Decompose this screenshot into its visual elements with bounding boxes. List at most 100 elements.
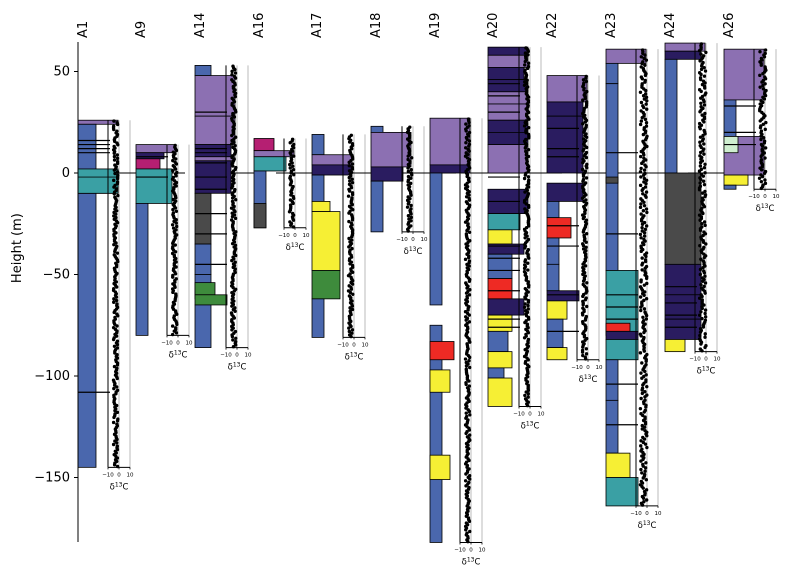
d13c-point <box>229 186 234 190</box>
bed-A14-9 <box>194 294 228 306</box>
d13c-point <box>465 228 469 233</box>
d13c-point <box>467 365 472 370</box>
d13c-point <box>759 63 763 67</box>
d13c-point <box>639 100 644 105</box>
d13c-point <box>581 243 586 248</box>
d13c-point <box>702 99 706 104</box>
bed-A23-7 <box>605 359 619 401</box>
d13c-point <box>698 135 703 139</box>
d13c-point <box>464 472 468 476</box>
d13c-point <box>111 420 116 425</box>
d13c-point <box>350 180 355 185</box>
d13c-point <box>759 179 764 184</box>
section-label-A26: A26 <box>722 13 737 38</box>
d13c-point <box>114 298 119 303</box>
d13c-point <box>698 218 702 222</box>
d13c-point <box>641 464 645 468</box>
section-label-A1: A1 <box>76 21 91 38</box>
d13c-point <box>644 88 648 93</box>
d13c-point <box>523 173 528 177</box>
d13c-tick-label: 10 <box>714 357 721 363</box>
stratigraphic-columns <box>77 42 765 543</box>
d13c-point <box>527 256 531 260</box>
d13c-point <box>645 210 649 215</box>
d13c-point <box>645 384 649 389</box>
d13c-point <box>406 213 411 218</box>
d13c-point <box>698 77 703 82</box>
d13c-tick-label: 10 <box>303 233 310 239</box>
d13c-point <box>288 162 292 167</box>
d13c-point <box>645 99 649 103</box>
d13c-point <box>640 388 644 392</box>
d13c-point <box>112 151 116 155</box>
d13c-point <box>639 396 643 401</box>
d13c-point <box>468 340 472 344</box>
d13c-point <box>584 135 589 140</box>
d13c-point <box>703 308 708 312</box>
d13c-point <box>173 250 178 254</box>
d13c-point <box>758 85 762 89</box>
d13c-point <box>174 174 178 178</box>
d13c-point <box>112 178 116 183</box>
d13c-point <box>758 50 762 54</box>
d13c-point <box>232 289 237 293</box>
d13c-point <box>115 122 120 127</box>
d13c-point <box>643 442 648 446</box>
bed-A22-4 <box>546 201 560 219</box>
d13c-point <box>350 235 354 239</box>
d13c-point <box>524 297 528 301</box>
d13c-point <box>639 305 643 309</box>
d13c-tick-label: 0 <box>586 365 590 371</box>
d13c-point <box>698 243 702 248</box>
d13c-point <box>523 236 527 240</box>
bed-A17-4 <box>311 201 331 212</box>
bed-A19-5 <box>429 369 451 393</box>
d13c-point <box>698 140 702 144</box>
d13c-point <box>464 364 469 368</box>
d13c-point <box>289 223 293 227</box>
section-label-A24: A24 <box>663 13 678 38</box>
d13c-point <box>522 336 527 340</box>
d13c-point <box>526 303 530 308</box>
d13c-point <box>639 55 644 59</box>
bed-A26-2 <box>723 136 765 176</box>
d13c-point <box>171 290 175 295</box>
d13c-point <box>111 442 116 447</box>
d13c-point <box>115 363 120 367</box>
d13c-point <box>170 223 175 227</box>
d13c-point <box>641 192 645 196</box>
bed-A20-20 <box>487 377 513 407</box>
d13c-point <box>464 195 469 199</box>
d13c-point <box>171 158 175 163</box>
bed-A23-8 <box>605 399 619 454</box>
d13c-point <box>581 160 585 165</box>
bed-A20-19 <box>487 367 505 379</box>
d13c-point <box>701 179 706 183</box>
d13c-axis-label: δ13C <box>228 362 247 373</box>
section-label-A17: A17 <box>310 13 325 38</box>
d13c-point <box>581 216 586 221</box>
d13c-point <box>112 158 117 162</box>
d13c-point <box>703 81 707 85</box>
d13c-point <box>585 304 589 309</box>
d13c-point <box>580 196 585 200</box>
d13c-point <box>644 477 649 482</box>
d13c-point <box>698 110 702 114</box>
d13c-point <box>581 272 585 277</box>
d13c-point <box>350 282 355 286</box>
d13c-point <box>639 249 643 254</box>
d13c-point <box>645 281 649 286</box>
d13c-point <box>758 119 762 123</box>
d13c-point <box>763 156 767 160</box>
d13c-point <box>115 156 120 161</box>
d13c-point <box>698 164 703 168</box>
d13c-point <box>638 351 643 355</box>
d13c-point <box>642 283 647 287</box>
bed-A1-3 <box>77 176 119 194</box>
d13c-point <box>230 214 235 219</box>
bed-A20-6 <box>487 119 529 133</box>
d13c-point <box>704 50 708 55</box>
section-label-A16: A16 <box>252 13 267 38</box>
d13c-point <box>763 178 767 182</box>
d13c-point <box>697 169 702 173</box>
